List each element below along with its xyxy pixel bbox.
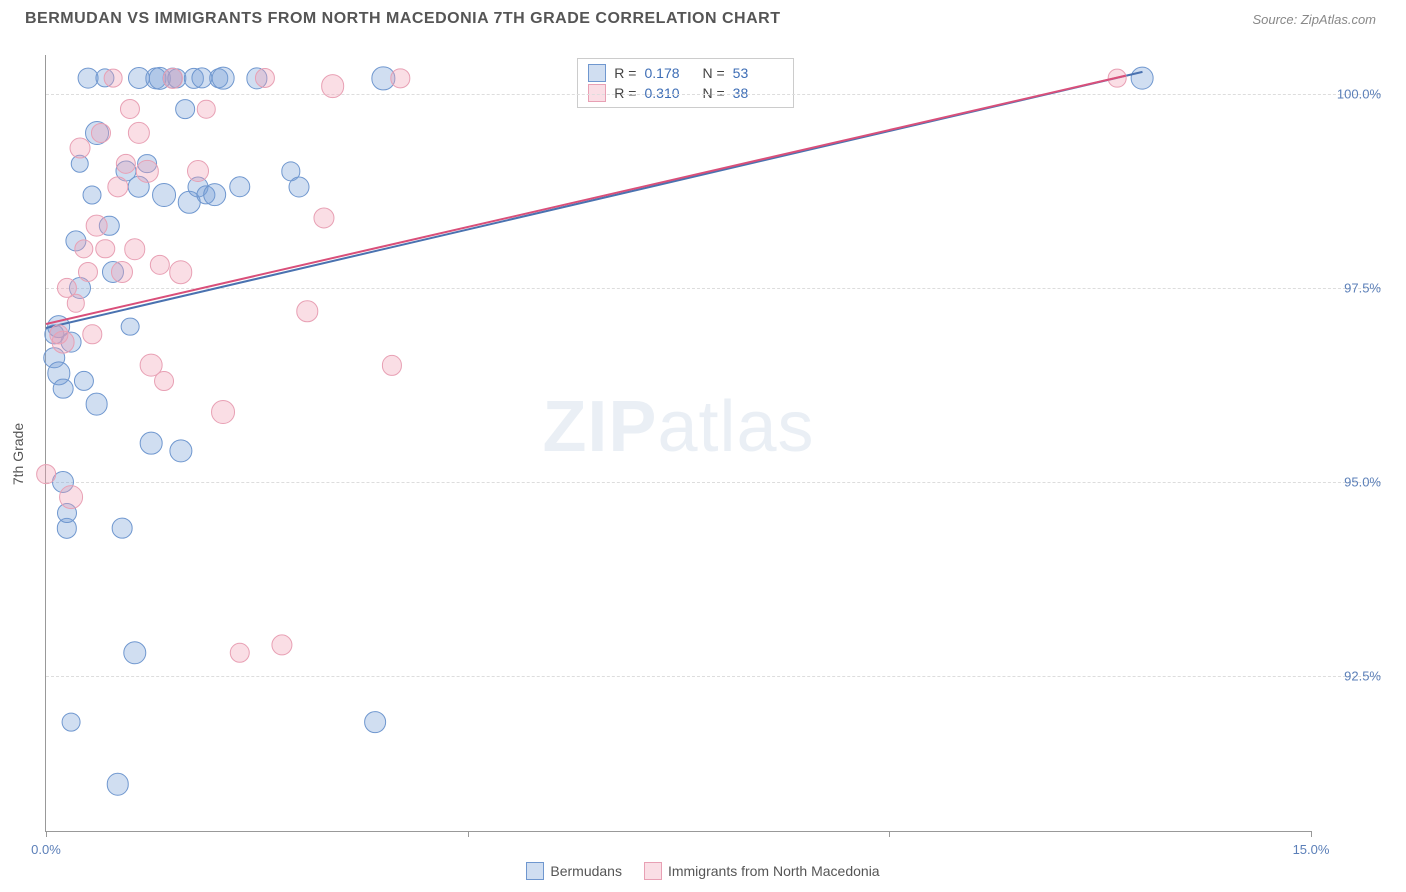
stats-row: R = 0.178 N = 53 <box>588 63 782 83</box>
data-point <box>69 138 90 159</box>
data-point <box>1131 67 1154 90</box>
data-point <box>255 68 275 88</box>
data-point <box>51 331 74 354</box>
data-point <box>66 294 84 312</box>
data-point <box>314 207 335 228</box>
data-point <box>187 160 209 182</box>
data-point <box>107 176 128 197</box>
data-point <box>62 713 81 732</box>
n-value: 53 <box>733 65 783 81</box>
data-point <box>211 400 235 424</box>
swatch-icon <box>526 862 544 880</box>
gridline <box>46 676 1381 677</box>
data-point <box>321 74 345 98</box>
data-point <box>74 239 93 258</box>
data-point <box>212 67 235 90</box>
scatter-chart: ZIPatlas R = 0.178 N = 53 R = 0.310 N = … <box>45 55 1311 832</box>
data-point <box>175 99 195 119</box>
data-point <box>53 378 74 399</box>
data-point <box>229 176 250 197</box>
data-point <box>121 317 140 336</box>
data-point <box>364 711 386 733</box>
data-point <box>391 69 410 88</box>
n-label: N = <box>702 65 724 81</box>
data-point <box>36 464 56 484</box>
gridline <box>46 288 1381 289</box>
swatch-icon <box>644 862 662 880</box>
data-point <box>128 121 150 143</box>
x-tick <box>468 831 469 837</box>
data-point <box>111 261 133 283</box>
legend-label: Immigrants from North Macedonia <box>668 863 880 879</box>
x-tick <box>889 831 890 837</box>
x-tick <box>1311 831 1312 837</box>
data-point <box>382 355 402 375</box>
footer-legend: Bermudans Immigrants from North Macedoni… <box>0 862 1406 880</box>
data-point <box>85 214 108 237</box>
data-point <box>112 518 133 539</box>
x-tick-label: 0.0% <box>31 842 61 857</box>
legend-label: Bermudans <box>550 863 622 879</box>
source-label: Source: ZipAtlas.com <box>1252 12 1376 27</box>
data-point <box>272 634 293 655</box>
x-tick-label: 15.0% <box>1293 842 1330 857</box>
data-point <box>152 183 176 207</box>
data-point <box>230 642 250 662</box>
r-value: 0.178 <box>644 65 694 81</box>
y-axis-label: 7th Grade <box>10 423 26 485</box>
watermark: ZIPatlas <box>542 386 814 468</box>
swatch-icon <box>588 64 606 82</box>
data-point <box>123 641 146 664</box>
data-point <box>120 99 140 119</box>
data-point <box>169 439 192 462</box>
chart-title: BERMUDAN VS IMMIGRANTS FROM NORTH MACEDO… <box>25 10 780 28</box>
data-point <box>104 69 123 88</box>
data-point <box>85 393 108 416</box>
data-point <box>169 260 193 284</box>
y-tick-label: 97.5% <box>1321 280 1381 295</box>
y-tick-label: 100.0% <box>1321 86 1381 101</box>
data-point <box>106 773 129 796</box>
data-point <box>95 239 114 258</box>
data-point <box>74 371 94 391</box>
data-point <box>150 254 170 274</box>
legend-item: Bermudans <box>526 862 622 880</box>
data-point <box>140 432 163 455</box>
data-point <box>78 262 98 282</box>
x-tick <box>46 831 47 837</box>
data-point <box>83 185 102 204</box>
legend-item: Immigrants from North Macedonia <box>644 862 880 880</box>
data-point <box>91 123 111 143</box>
data-point <box>289 176 310 197</box>
gridline <box>46 482 1381 483</box>
stats-legend: R = 0.178 N = 53 R = 0.310 N = 38 <box>577 58 793 108</box>
y-tick-label: 92.5% <box>1321 668 1381 683</box>
data-point <box>124 238 146 260</box>
data-point <box>203 183 227 207</box>
data-point <box>83 325 102 344</box>
y-tick-label: 95.0% <box>1321 474 1381 489</box>
data-point <box>136 160 158 182</box>
gridline <box>46 94 1381 95</box>
data-point <box>297 300 318 321</box>
data-point <box>154 371 174 391</box>
r-label: R = <box>614 65 636 81</box>
data-point <box>59 485 83 509</box>
data-point <box>197 100 215 118</box>
